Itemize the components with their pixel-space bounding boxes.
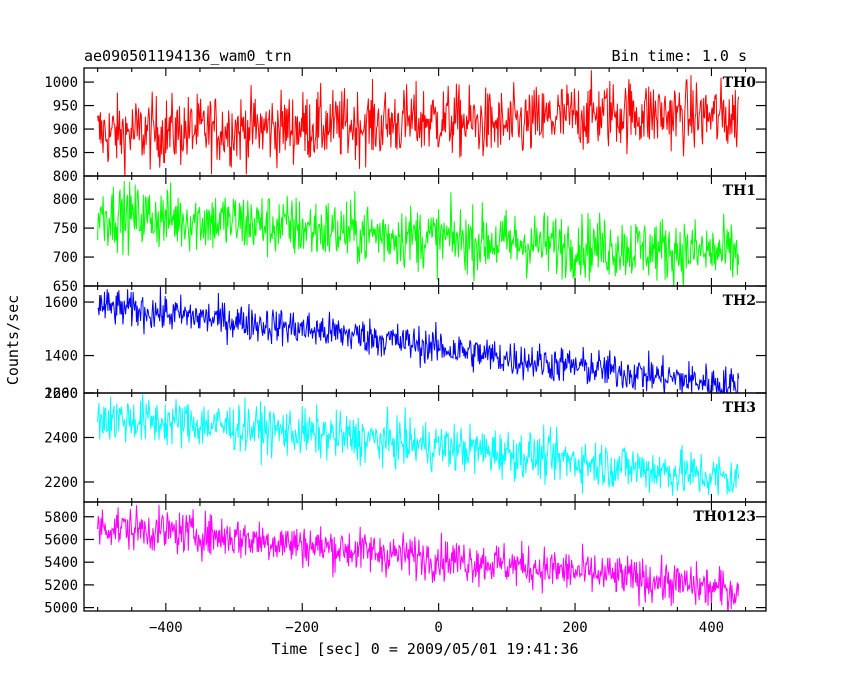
panel-label-th1: TH1 (723, 183, 756, 199)
x-tick-label: 400 (699, 620, 724, 636)
y-tick-label: 950 (53, 99, 78, 115)
y-tick-label: 750 (53, 221, 78, 237)
y-tick-label: 5000 (44, 601, 78, 617)
y-tick-label: 5200 (44, 578, 78, 594)
y-tick-label: 1260 (44, 386, 78, 402)
bin-time-label: Bin time: 1.0 s (612, 47, 747, 65)
y-tick-label: 800 (53, 192, 78, 208)
panel-label-th2: TH2 (723, 293, 756, 309)
series-line-th0123 (97, 504, 740, 611)
panel-frame-th1 (83, 175, 767, 287)
y-tick-label: 5800 (44, 510, 78, 526)
panel-label-th3: TH3 (723, 400, 756, 416)
y-tick-label: 2600 (44, 386, 78, 402)
y-axis-label: Counts/sec (4, 295, 22, 385)
chart-title: ae090501194136_wam0_trn (84, 47, 292, 65)
series-line-th2 (97, 286, 740, 393)
panels: 800 850 900 950 1000 TH0 650 700 750 800 TH1 1260 14… (44, 67, 767, 636)
x-tick-label: 0 (434, 620, 442, 636)
series-line-th0 (97, 70, 740, 176)
series-line-th1 (97, 181, 740, 286)
y-tick-label: 850 (53, 146, 78, 162)
y-tick-label: 700 (53, 250, 78, 266)
y-tick-label: 1000 (44, 75, 78, 91)
x-axis-label: Time [sec] 0 = 2009/05/01 19:41:36 (271, 640, 578, 658)
y-tick-label: 5600 (44, 532, 78, 548)
series-line-th3 (97, 393, 740, 496)
x-tick-label: −400 (149, 620, 183, 636)
y-tick-label: 1600 (44, 295, 78, 311)
y-tick-label: 2200 (44, 475, 78, 491)
y-tick-label: 900 (53, 122, 78, 138)
y-tick-label: 5400 (44, 555, 78, 571)
x-tick-label: −200 (285, 620, 319, 636)
panel-label-th0123: TH0123 (693, 509, 756, 525)
y-tick-label: 800 (53, 169, 78, 185)
panel-frame-th0123 (83, 501, 767, 612)
x-tick-label: 200 (562, 620, 587, 636)
panel-label-th0: TH0 (723, 75, 757, 91)
y-tick-label: 2400 (44, 430, 78, 446)
y-tick-label: 650 (53, 279, 78, 295)
y-tick-label: 1400 (44, 349, 78, 365)
